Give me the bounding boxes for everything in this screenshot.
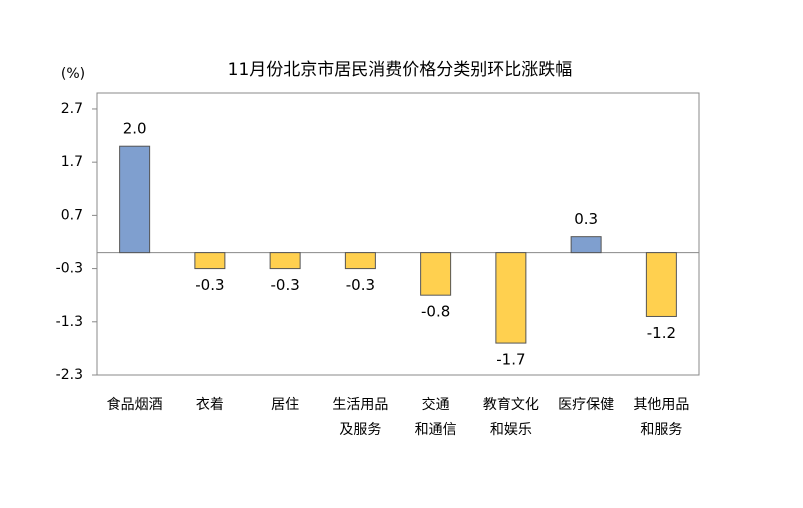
chart-title: 11月份北京市居民消费价格分类别环比涨跌幅	[228, 60, 573, 80]
x-tick-label: 及服务	[339, 422, 381, 438]
value-label: -0.3	[346, 276, 375, 294]
x-tick-label: 食品烟酒	[107, 396, 163, 413]
value-label: -1.2	[647, 324, 676, 342]
value-label: 2.0	[123, 120, 147, 138]
bar	[495, 252, 527, 344]
x-tick-label: 生活用品	[332, 397, 388, 413]
bar	[645, 252, 677, 317]
y-unit: (%)	[61, 66, 85, 82]
x-tick-label: 和通信	[415, 422, 457, 438]
value-label: 0.3	[574, 210, 598, 228]
x-tick-label: 和娱乐	[490, 422, 532, 438]
y-tick-label: 2.7	[61, 101, 83, 117]
value-label: -0.3	[195, 276, 224, 294]
x-tick-label: 交通	[422, 396, 450, 413]
value-label: -0.8	[421, 303, 450, 321]
x-tick-label: 和服务	[640, 422, 682, 438]
bar	[194, 252, 226, 270]
bar	[269, 252, 301, 270]
y-tick-label: -2.3	[56, 367, 83, 383]
x-tick-label: 医疗保健	[558, 397, 614, 413]
bar	[570, 236, 602, 254]
x-tick-label: 衣着	[196, 397, 224, 413]
value-label: -1.7	[496, 351, 525, 369]
bar	[344, 252, 376, 270]
y-tick-label: 1.7	[61, 154, 83, 170]
x-tick-label: 教育文化	[483, 397, 539, 413]
value-label: -0.3	[270, 276, 299, 294]
x-tick-label: 其他用品	[633, 397, 689, 413]
y-tick-label: 0.7	[61, 207, 83, 223]
y-tick-label: -1.3	[56, 314, 83, 330]
plot-frame	[96, 92, 700, 376]
y-tick-label: -0.3	[56, 261, 83, 277]
bar	[119, 145, 151, 254]
x-tick-label: 居住	[271, 397, 299, 413]
bar	[420, 252, 452, 296]
